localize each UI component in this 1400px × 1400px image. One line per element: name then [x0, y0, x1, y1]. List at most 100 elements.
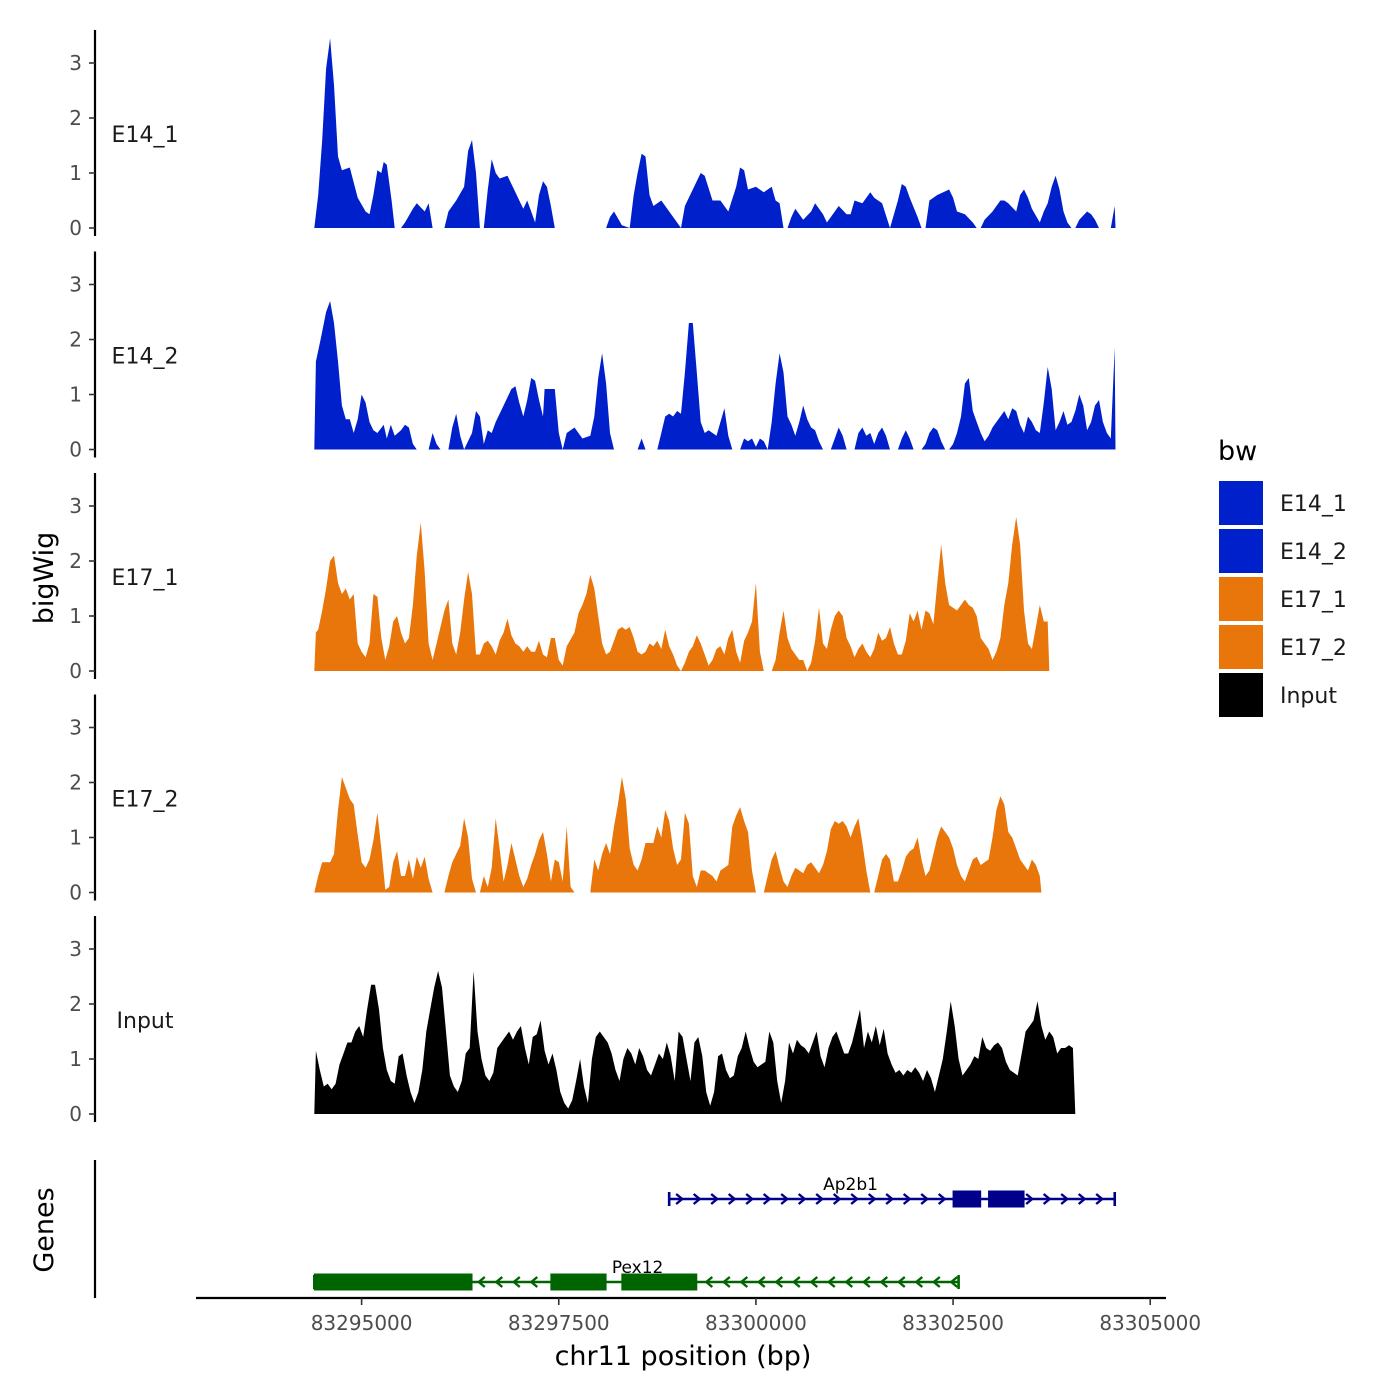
strand-chevron [902, 1193, 912, 1205]
strand-chevron [832, 1193, 842, 1205]
coverage-area-e14_2 [314, 301, 1116, 450]
legend-swatch [1217, 575, 1265, 623]
y-tick-label: 0 [69, 659, 82, 683]
gene-label: Pex12 [612, 1258, 664, 1278]
x-tick-label: 83297500 [508, 1311, 610, 1335]
legend-item-e14_1: E14_1 [1217, 479, 1347, 527]
y-tick-label: 0 [69, 881, 82, 905]
strand-chevron [850, 1193, 860, 1205]
y-tick-label: 1 [69, 826, 82, 850]
strand-chevron [704, 1276, 714, 1288]
legend-swatch [1217, 479, 1265, 527]
legend-label: E14_1 [1280, 492, 1347, 517]
track-label: E14_1 [112, 123, 179, 148]
y-tick-label: 1 [69, 604, 82, 628]
legend-swatch [1217, 671, 1265, 719]
y-tick-label: 2 [69, 106, 82, 130]
track-e14_2: 0 1 2 3 E14_2 [69, 251, 1116, 462]
y-axis-title: bigWig [29, 532, 60, 625]
gene-label: Ap2b1 [823, 1175, 878, 1195]
x-tick-label: 83302500 [902, 1311, 1004, 1335]
strand-chevron [1042, 1193, 1052, 1205]
legend-items: E14_1 E14_2 E17_1 E17_2 Input [1217, 479, 1347, 719]
strand-chevron [879, 1276, 889, 1288]
y-tick-label: 0 [69, 438, 82, 462]
coverage-area-e17_2 [314, 777, 1116, 893]
legend-item-input: Input [1217, 671, 1337, 719]
coverage-area-input [314, 971, 1116, 1114]
y-tick-label: 1 [69, 383, 82, 407]
strand-chevron [494, 1276, 504, 1288]
legend-swatch [1217, 623, 1265, 671]
track-label: E14_2 [112, 345, 179, 370]
track-label: E17_1 [112, 566, 179, 591]
legend: bw E14_1 E14_2 E17_1 E17_2 Input [1217, 436, 1347, 719]
legend-item-e14_2: E14_2 [1217, 527, 1347, 575]
strand-chevron [885, 1193, 895, 1205]
strand-chevron [914, 1276, 924, 1288]
coverage-tracks: 0 1 2 3 E14_1 0 1 2 3 E14_2 0 1 2 3 E17_1 0 1 2 3 E17_2 0 1 2 3… [69, 30, 1116, 1126]
coverage-area-e14_1 [314, 38, 1116, 228]
strand-chevron [756, 1276, 766, 1288]
strand-chevron [476, 1276, 486, 1288]
track-label: E17_2 [112, 788, 179, 813]
legend-item-e17_1: E17_1 [1217, 575, 1347, 623]
coverage-area-e17_1 [314, 517, 1116, 671]
x-axis-title: chr11 position (bp) [555, 1341, 812, 1372]
gene-exon [952, 1190, 982, 1208]
y-tick-label: 3 [69, 273, 82, 297]
strand-chevron [815, 1193, 825, 1205]
gene-annotation-panel: Ap2b1 Pex12 [93, 1160, 1117, 1298]
strand-chevron [675, 1193, 685, 1205]
strand-chevron [797, 1193, 807, 1205]
y-tick-label: 0 [69, 1102, 82, 1126]
strand-chevron [791, 1276, 801, 1288]
strand-chevron [809, 1276, 819, 1288]
strand-chevron [780, 1193, 790, 1205]
strand-chevron [1095, 1193, 1105, 1205]
strand-chevron [1025, 1193, 1035, 1205]
x-tick-label: 83305000 [1099, 1311, 1201, 1335]
genes-axis-title: Genes [29, 1187, 60, 1272]
strand-chevron [826, 1276, 836, 1288]
legend-label: E17_2 [1280, 636, 1347, 661]
track-input: 0 1 2 3 Input [69, 916, 1116, 1126]
y-tick-label: 1 [69, 1047, 82, 1071]
strand-chevron [861, 1276, 871, 1288]
strand-chevron [727, 1193, 737, 1205]
track-e14_1: 0 1 2 3 E14_1 [69, 30, 1116, 240]
y-tick-label: 2 [69, 992, 82, 1016]
track-e17_1: 0 1 2 3 E17_1 [69, 473, 1116, 683]
x-axis: 83295000 83297500 83300000 83302500 83305000 [196, 1296, 1201, 1335]
strand-chevron [937, 1193, 947, 1205]
gene-exon [988, 1190, 1025, 1208]
track-e17_2: 0 1 2 3 E17_2 [69, 694, 1116, 905]
legend-label: E14_2 [1280, 540, 1347, 565]
x-tick-label: 83295000 [311, 1311, 413, 1335]
y-tick-label: 3 [69, 716, 82, 740]
strand-chevron [710, 1193, 720, 1205]
gene-exon [550, 1273, 607, 1291]
strand-chevron [949, 1276, 959, 1288]
strand-chevron [867, 1193, 877, 1205]
strand-chevron [844, 1276, 854, 1288]
gene-exon [621, 1273, 698, 1291]
legend-title: bw [1218, 436, 1257, 467]
strand-chevron [745, 1193, 755, 1205]
legend-label: E17_1 [1280, 588, 1347, 613]
gene-exon [313, 1273, 351, 1291]
strand-chevron [1077, 1193, 1087, 1205]
strand-chevron [774, 1276, 784, 1288]
x-tick-label: 83300000 [705, 1311, 807, 1335]
strand-chevron [739, 1276, 749, 1288]
strand-chevron [762, 1193, 772, 1205]
strand-chevron [721, 1276, 731, 1288]
strand-chevron [1060, 1193, 1070, 1205]
strand-chevron [529, 1276, 539, 1288]
legend-label: Input [1280, 684, 1337, 709]
strand-chevron [896, 1276, 906, 1288]
strand-chevron [692, 1193, 702, 1205]
gene-pex12: Pex12 [312, 1258, 960, 1291]
y-tick-label: 3 [69, 937, 82, 961]
